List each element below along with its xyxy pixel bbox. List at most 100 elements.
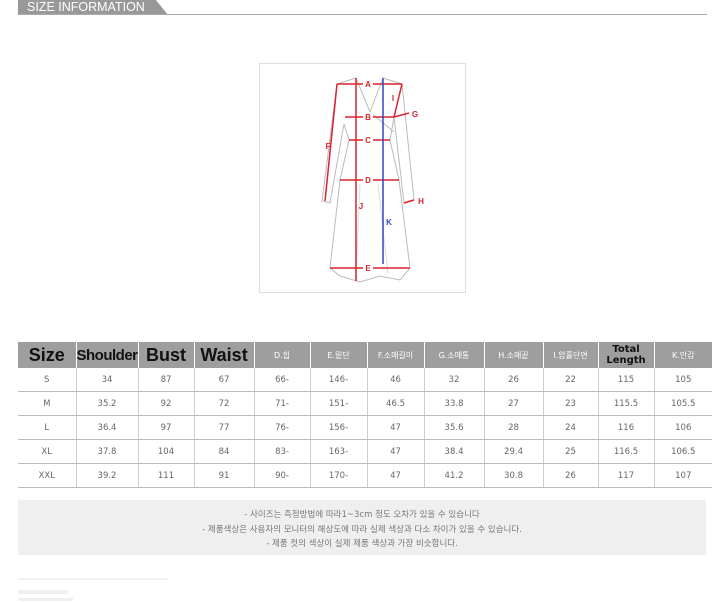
- table-cell: 106: [654, 415, 713, 440]
- table-cell: 47: [367, 463, 425, 488]
- label-e: E: [365, 264, 371, 273]
- table-cell: 28: [484, 415, 544, 440]
- label-b: B: [365, 113, 371, 122]
- dress-sketch: A B C D E F G H I J K: [321, 77, 424, 283]
- table-cell: 84: [194, 439, 255, 464]
- table-cell: 22: [543, 368, 599, 392]
- table-cell: 36.4: [76, 415, 139, 440]
- col-hip: D.힙: [254, 342, 311, 368]
- table-cell: 34: [76, 368, 139, 392]
- label-d: D: [365, 176, 371, 185]
- table-cell: 111: [138, 463, 195, 488]
- col-size: Size: [18, 342, 77, 368]
- table-cell: 29.4: [484, 439, 544, 464]
- table-cell: 115.5: [598, 391, 655, 416]
- table-cell: 33.8: [424, 391, 485, 416]
- table-cell: XXL: [18, 463, 77, 488]
- table-row: L 36.4 97 77 76- 156- 47 35.6 28 24 116 106: [18, 415, 713, 440]
- table-cell: 47: [367, 439, 425, 464]
- table-cell: 97: [138, 415, 195, 440]
- table-cell: 37.8: [76, 439, 139, 464]
- table-cell: 104: [138, 439, 195, 464]
- faint-text: [18, 590, 68, 594]
- label-i: I: [392, 94, 394, 103]
- table-cell: 66-: [254, 368, 311, 392]
- table-cell: 23: [543, 391, 599, 416]
- section-title-tab: SIZE INFORMATION: [18, 0, 168, 15]
- table-cell: 107: [654, 463, 713, 488]
- col-cuff: H.소매끝: [484, 342, 544, 368]
- table-row: XL 37.8 104 84 83- 163- 47 38.4 29.4 25 116.5 106.5: [18, 439, 713, 464]
- label-k: K: [386, 218, 392, 227]
- table-cell: 71-: [254, 391, 311, 416]
- line-g: [393, 112, 410, 118]
- col-waist: Waist: [194, 342, 255, 368]
- table-cell: 92: [138, 391, 195, 416]
- table-cell: 83-: [254, 439, 311, 464]
- dress-measurement-diagram: A B C D E F G H I J K: [259, 63, 466, 293]
- table-cell: 72: [194, 391, 255, 416]
- table-cell: 115: [598, 368, 655, 392]
- note-line: - 제품 컷의 색상이 실제 제품 색상과 가장 비슷합니다.: [266, 539, 458, 549]
- table-cell: 163-: [310, 439, 368, 464]
- label-g: G: [412, 110, 418, 119]
- col-armhole: I.암홀단면: [543, 342, 599, 368]
- table-cell: 46: [367, 368, 425, 392]
- section-title: SIZE INFORMATION: [27, 0, 145, 14]
- label-a: A: [365, 80, 371, 89]
- note-line: - 제품색상은 사용자의 모니터의 해상도에 따라 실제 색상과 다소 차이가 …: [202, 524, 522, 535]
- table-cell: 77: [194, 415, 255, 440]
- table-cell: 25: [543, 439, 599, 464]
- col-bust: Bust: [138, 342, 195, 368]
- table-cell: 76-: [254, 415, 311, 440]
- table-cell: 35.2: [76, 391, 139, 416]
- table-cell: 35.6: [424, 415, 485, 440]
- table-row: S 34 87 67 66- 146- 46 32 26 22 115 105: [18, 368, 713, 392]
- table-cell: 116: [598, 415, 655, 440]
- table-cell: 46.5: [367, 391, 425, 416]
- table-cell: 26: [543, 463, 599, 488]
- faint-divider: [18, 578, 168, 580]
- table-cell: 67: [194, 368, 255, 392]
- table-cell: 117: [598, 463, 655, 488]
- table-cell: 38.4: [424, 439, 485, 464]
- table-cell: M: [18, 391, 77, 416]
- table-cell: 27: [484, 391, 544, 416]
- table-cell: 106.5: [654, 439, 713, 464]
- col-lining: K.안감: [654, 342, 713, 368]
- label-c: C: [365, 136, 371, 145]
- size-table: Size Shoulder Bust Waist D.힙 E.밑단 F.소매길이…: [18, 342, 713, 488]
- table-cell: 32: [424, 368, 485, 392]
- table-cell: XL: [18, 439, 77, 464]
- table-cell: 105: [654, 368, 713, 392]
- table-cell: 116.5: [598, 439, 655, 464]
- table-header-row: Size Shoulder Bust Waist D.힙 E.밑단 F.소매길이…: [18, 342, 713, 368]
- table-cell: 91: [194, 463, 255, 488]
- table-cell: 87: [138, 368, 195, 392]
- table-cell: 41.2: [424, 463, 485, 488]
- label-f: F: [326, 142, 331, 151]
- size-notes: - 사이즈는 측정방법에 따라1~3cm 정도 오차가 있을 수 있습니다 - …: [18, 500, 706, 555]
- table-cell: 47: [367, 415, 425, 440]
- col-hem: E.밑단: [310, 342, 368, 368]
- table-cell: 151-: [310, 391, 368, 416]
- table-cell: 105.5: [654, 391, 713, 416]
- table-cell: 30.8: [484, 463, 544, 488]
- table-cell: 39.2: [76, 463, 139, 488]
- table-row: XXL 39.2 111 91 90- 170- 47 41.2 30.8 26 117 107: [18, 463, 713, 488]
- table-cell: L: [18, 415, 77, 440]
- table-cell: 170-: [310, 463, 368, 488]
- col-sleeve-length: F.소매길이: [367, 342, 425, 368]
- table-cell: 146-: [310, 368, 368, 392]
- section-divider: [18, 14, 707, 15]
- table-cell: 26: [484, 368, 544, 392]
- table-cell: 90-: [254, 463, 311, 488]
- table-row: M 35.2 92 72 71- 151- 46.5 33.8 27 23 115.5 105.5: [18, 391, 713, 416]
- table-cell: S: [18, 368, 77, 392]
- col-shoulder: Shoulder: [76, 342, 139, 368]
- label-h: H: [418, 197, 424, 206]
- line-i: [393, 83, 403, 118]
- col-sleeve-width: G.소매통: [424, 342, 485, 368]
- col-total-length: Total Length: [598, 342, 655, 368]
- note-line: - 사이즈는 측정방법에 따라1~3cm 정도 오차가 있을 수 있습니다: [244, 510, 480, 520]
